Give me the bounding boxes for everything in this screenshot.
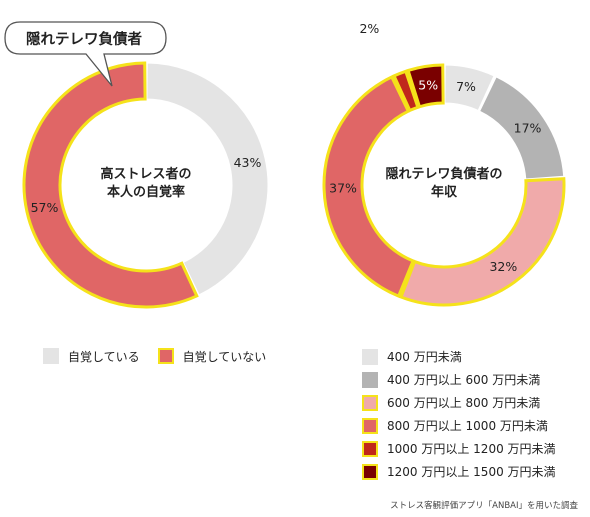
source-note: ストレス客観評価アプリ「ANBAI」を用いた調査 xyxy=(390,501,578,511)
legend2-label-0: 400 万円未満 xyxy=(387,350,462,364)
legend2-item-3: 800 万円以上 1000 万円未満 xyxy=(362,414,556,437)
legend2-swatch-4 xyxy=(362,440,378,457)
legend-right: 400 万円未満 400 万円以上 600 万円未満 600 万円以上 800 万円… xyxy=(362,345,556,483)
legend2-item-5: 1200 万円以上 1500 万円未満 xyxy=(362,460,556,483)
legend2-label-3: 800 万円以上 1000 万円未満 xyxy=(387,419,548,433)
donut1-slice-1 xyxy=(22,61,199,309)
donut2-title-line-0: 隠れテレワ負債者の xyxy=(385,166,502,182)
legend2-swatch-1 xyxy=(362,371,378,388)
donut2-label-2: 32% xyxy=(489,259,517,274)
legend2-swatch-3 xyxy=(362,417,378,434)
donut2-label-1: 17% xyxy=(514,121,542,136)
legend1-swatch-0 xyxy=(43,348,59,364)
legend2-label-1: 400 万円以上 600 万円未満 xyxy=(387,373,541,387)
legend-left: 自覚している 自覚していない xyxy=(43,345,266,367)
legend2-item-2: 600 万円以上 800 万円未満 xyxy=(362,391,556,414)
callout-text: 隠れテレワ負債者 xyxy=(26,30,142,48)
donut2-slice-2 xyxy=(399,177,566,307)
donut2-label-5: 5% xyxy=(418,78,438,93)
donut2-label-4: 2% xyxy=(359,21,379,36)
callout-bubble: 隠れテレワ負債者 xyxy=(4,21,167,87)
donut1-label-0: 43% xyxy=(234,155,262,170)
legend2-swatch-2 xyxy=(362,394,378,411)
donut1-title-line-1: 本人の自覚率 xyxy=(107,184,185,200)
legend1-label-1: 自覚していない xyxy=(182,349,267,364)
callout-shape xyxy=(4,21,167,87)
donut2-slice-0 xyxy=(444,64,495,112)
donut2-slice-5 xyxy=(406,63,445,109)
donut2-label-3: 37% xyxy=(329,181,357,196)
legend2-item-4: 1000 万円以上 1200 万円未満 xyxy=(362,437,556,460)
legend2-label-5: 1200 万円以上 1500 万円未満 xyxy=(387,465,556,479)
legend2-label-4: 1000 万円以上 1200 万円未満 xyxy=(387,442,556,456)
donut2-title-line-1: 年収 xyxy=(431,184,458,200)
donut1-title-line-0: 高ストレス者の xyxy=(100,166,191,182)
donut2-label-0: 7% xyxy=(456,79,476,94)
legend1-item-0: 自覚している xyxy=(43,345,140,367)
legend1-item-1: 自覚していない xyxy=(157,345,267,367)
legend2-swatch-5 xyxy=(362,463,378,480)
legend2-item-0: 400 万円未満 xyxy=(362,345,556,368)
donut2-slice-3 xyxy=(322,74,415,299)
legend1-swatch-1 xyxy=(157,348,174,364)
legend1-label-0: 自覚している xyxy=(68,349,140,364)
donut1-slice-0 xyxy=(146,62,269,296)
donut1-label-1: 57% xyxy=(31,200,59,215)
legend2-label-2: 600 万円以上 800 万円未満 xyxy=(387,396,541,410)
legend2-item-1: 400 万円以上 600 万円未満 xyxy=(362,368,556,391)
legend2-swatch-0 xyxy=(362,348,378,365)
donut2-slice-4 xyxy=(392,69,420,113)
donut2-slice-1 xyxy=(479,76,565,180)
